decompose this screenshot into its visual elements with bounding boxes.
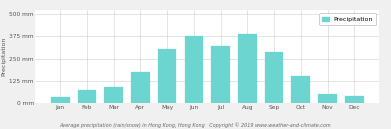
Bar	[104, 87, 123, 103]
Bar	[211, 46, 230, 103]
Bar	[158, 49, 176, 103]
Bar	[238, 34, 256, 103]
Y-axis label: Precipitation: Precipitation	[2, 37, 6, 76]
Text: Average precipitation (rain/snow) in Hong Kong, Hong Kong   Copyright © 2019 www: Average precipitation (rain/snow) in Hon…	[60, 122, 331, 128]
Bar	[77, 90, 96, 103]
Bar	[291, 76, 310, 103]
Bar	[51, 97, 70, 103]
Bar	[318, 94, 337, 103]
Bar	[185, 36, 203, 103]
Bar	[265, 52, 283, 103]
Bar	[131, 72, 150, 103]
Legend: Precipitation: Precipitation	[319, 13, 376, 25]
Bar	[345, 96, 364, 103]
